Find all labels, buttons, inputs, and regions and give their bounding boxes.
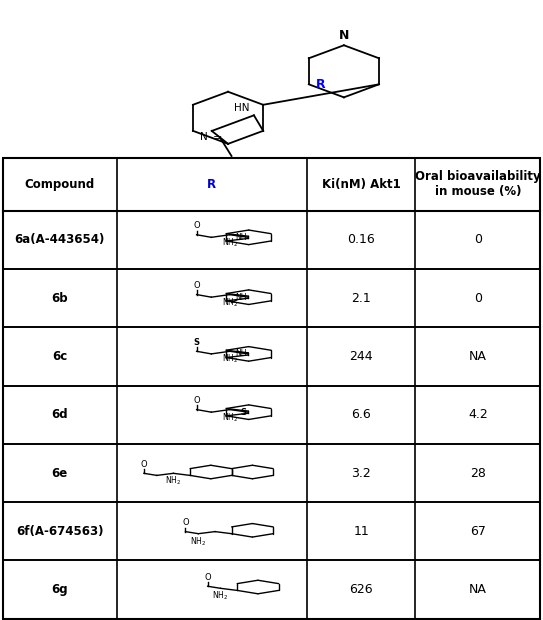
Text: S: S (194, 338, 200, 347)
Text: 67: 67 (470, 525, 486, 538)
Text: R: R (207, 178, 216, 191)
Text: 6a(A-443654): 6a(A-443654) (15, 234, 105, 246)
Text: =: = (212, 133, 222, 143)
Text: O: O (193, 396, 200, 405)
Text: NH: NH (235, 350, 247, 358)
Text: 6.6: 6.6 (351, 409, 371, 421)
Text: 626: 626 (349, 583, 373, 596)
Text: NH$_2$: NH$_2$ (212, 590, 229, 603)
Text: NH$_2$: NH$_2$ (165, 475, 181, 487)
Text: 11: 11 (353, 525, 369, 538)
Text: NH$_2$: NH$_2$ (190, 535, 206, 547)
Text: HN: HN (234, 104, 250, 113)
Text: O: O (204, 573, 211, 582)
Text: NH$_2$: NH$_2$ (222, 296, 238, 309)
Text: 6e: 6e (52, 467, 68, 479)
Bar (3, 158, 540, 619)
Text: 4.2: 4.2 (468, 409, 488, 421)
Text: N: N (200, 132, 207, 142)
Text: NA: NA (469, 583, 487, 596)
Text: NH$_2$: NH$_2$ (222, 236, 238, 249)
Text: 2.1: 2.1 (351, 292, 371, 304)
Text: 0: 0 (474, 292, 482, 304)
Text: S: S (241, 408, 247, 417)
Text: NH$_2$: NH$_2$ (222, 411, 238, 423)
Text: NH$_2$: NH$_2$ (222, 353, 238, 365)
Text: 244: 244 (349, 350, 373, 363)
Text: 6f(A-674563): 6f(A-674563) (16, 525, 104, 538)
Text: NH: NH (235, 293, 247, 302)
Text: Compound: Compound (24, 178, 95, 191)
Text: O: O (193, 281, 200, 290)
Text: O: O (141, 460, 147, 469)
Text: R: R (316, 78, 326, 91)
Text: 6c: 6c (52, 350, 67, 363)
Text: O: O (193, 221, 200, 230)
Text: 0.16: 0.16 (347, 234, 375, 246)
Text: 6b: 6b (52, 292, 68, 304)
Text: N: N (339, 30, 349, 42)
Text: O: O (182, 518, 189, 527)
Text: NH: NH (235, 233, 247, 242)
Text: Ki(nM) Akt1: Ki(nM) Akt1 (321, 178, 401, 191)
Text: 28: 28 (470, 467, 486, 479)
Text: Oral bioavailability
in mouse (%): Oral bioavailability in mouse (%) (415, 170, 541, 198)
Text: 6g: 6g (52, 583, 68, 596)
Text: NA: NA (469, 350, 487, 363)
Text: 0: 0 (474, 234, 482, 246)
Text: 3.2: 3.2 (351, 467, 371, 479)
Text: 6d: 6d (52, 409, 68, 421)
